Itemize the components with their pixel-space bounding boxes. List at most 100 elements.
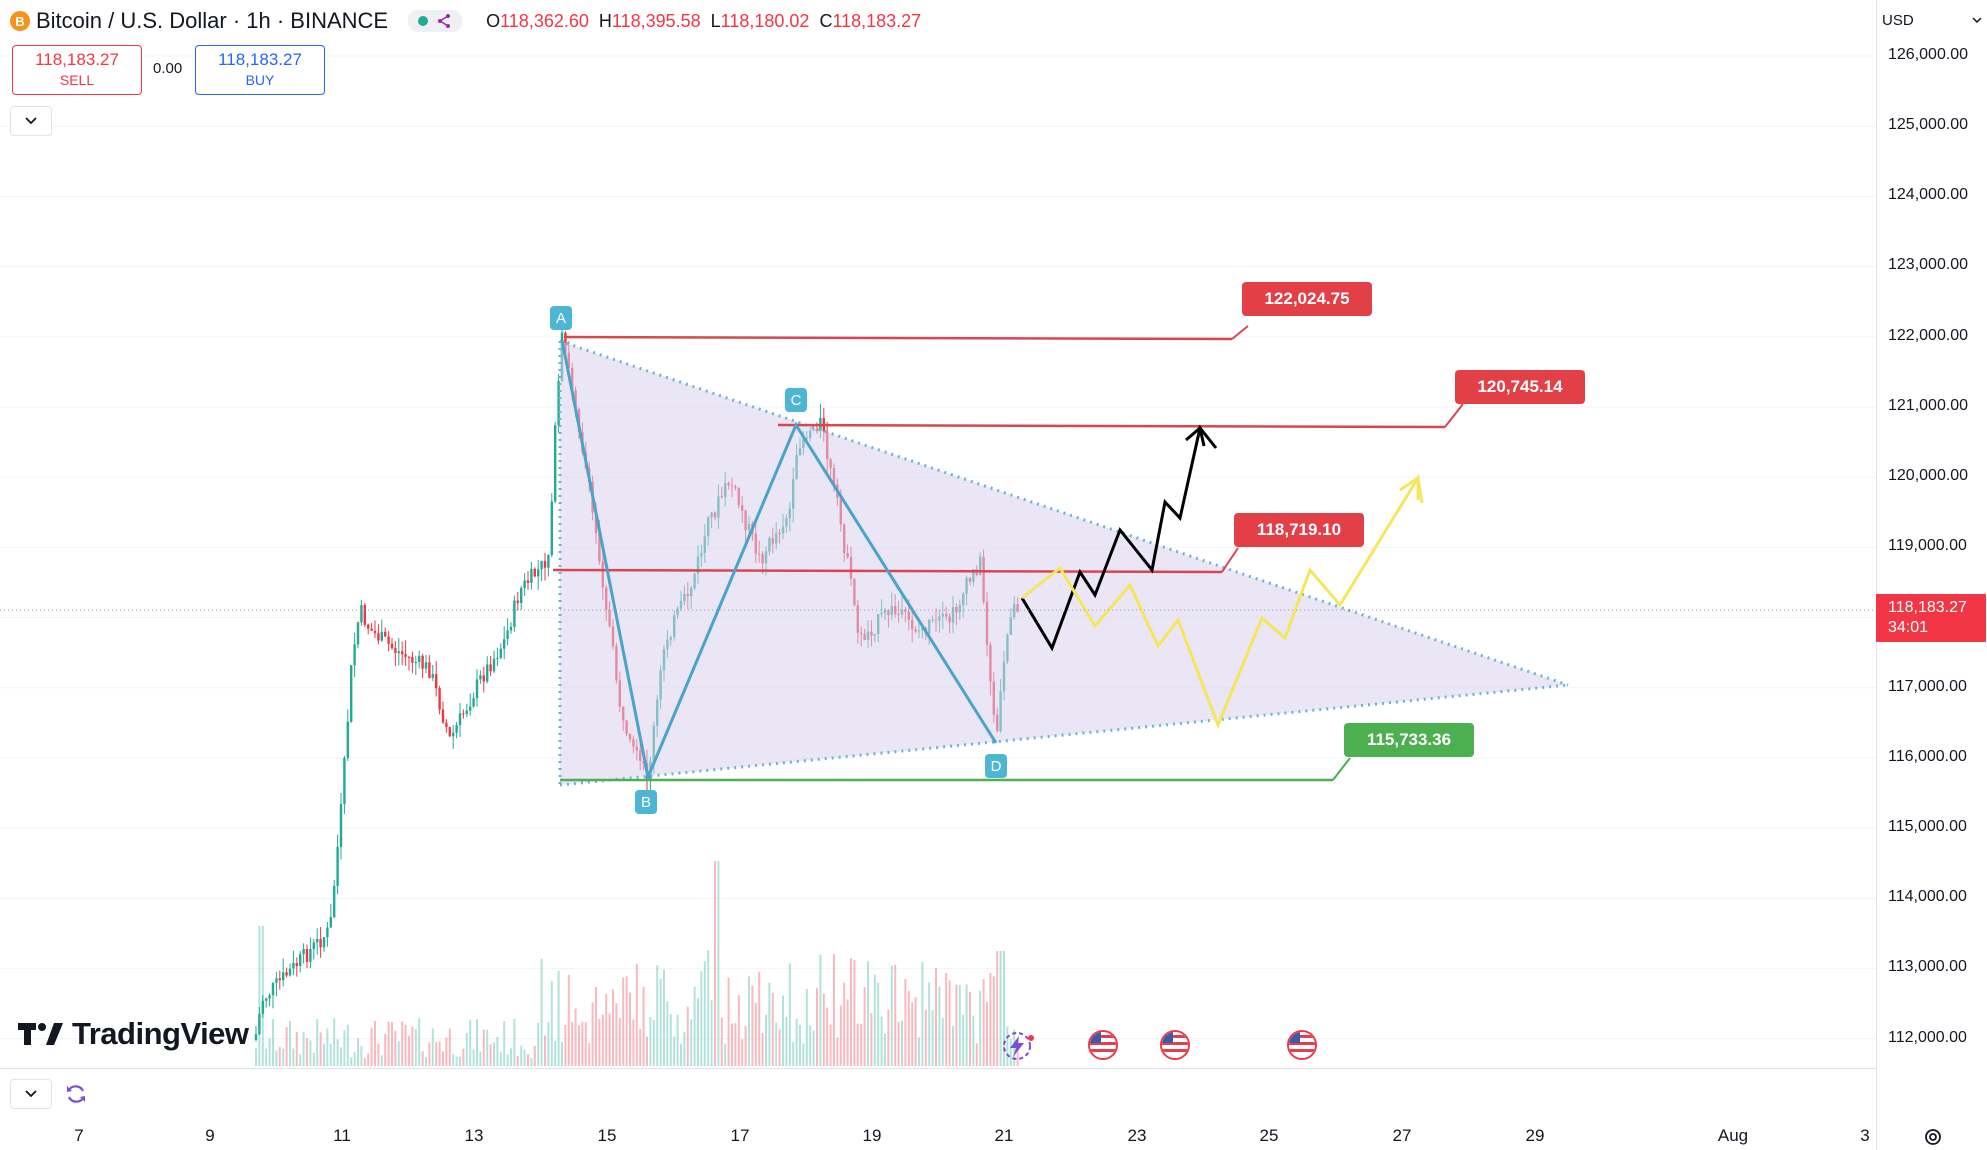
candle-body — [499, 648, 502, 659]
candle-body — [363, 604, 366, 625]
volume-bar — [622, 977, 625, 1066]
volume-bar — [686, 1006, 689, 1066]
panel-collapse-button[interactable] — [10, 1079, 52, 1109]
volume-bar — [1003, 951, 1005, 1066]
buy-label: BUY — [245, 72, 275, 88]
x-tick: 27 — [1392, 1126, 1412, 1145]
volume-bar — [748, 976, 750, 1066]
bitcoin-icon: B — [10, 11, 30, 31]
share-icon[interactable] — [436, 13, 452, 29]
candle-body — [265, 998, 268, 1001]
candle-body — [411, 656, 414, 663]
level-tag-c[interactable]: 118,719.10 — [1234, 513, 1364, 547]
buy-button[interactable]: 118,183.27 BUY — [195, 45, 325, 95]
volume-bar — [788, 963, 791, 1066]
candle-body — [455, 725, 458, 733]
sell-button[interactable]: 118,183.27 SELL — [12, 45, 142, 95]
volume-bar — [1009, 1038, 1012, 1066]
candle-body — [271, 982, 275, 996]
market-status-pill[interactable] — [408, 10, 463, 32]
volume-bar — [578, 1025, 580, 1066]
volume-bar — [323, 1043, 325, 1066]
volume-bar — [285, 1027, 288, 1066]
volume-bar — [258, 926, 261, 1066]
volume-bar — [275, 1050, 278, 1066]
volume-bar — [884, 1033, 886, 1066]
candle-body — [520, 588, 523, 603]
volume-bar — [421, 1051, 424, 1066]
x-tick: 11 — [333, 1126, 351, 1145]
point-label-c[interactable]: C — [785, 388, 807, 412]
volume-bar — [945, 972, 948, 1066]
volume-bar — [914, 997, 917, 1066]
volume-bar — [462, 1048, 465, 1066]
candle-body — [333, 886, 336, 918]
refresh-icon[interactable] — [64, 1082, 88, 1106]
symbol-title[interactable]: Bitcoin / U.S. Dollar · 1h · BINANCE — [36, 8, 389, 33]
x-tick: 17 — [730, 1126, 750, 1145]
volume-bar — [714, 861, 716, 1066]
legend-collapse-button[interactable] — [10, 106, 52, 136]
tradingview-logo[interactable]: TradingView — [18, 1016, 249, 1052]
volume-bar — [496, 1036, 499, 1066]
level-tag-a[interactable]: 122,024.75 — [1242, 282, 1372, 316]
volume-bar — [326, 1028, 329, 1066]
volume-bar — [618, 1017, 621, 1066]
volume-bar — [846, 999, 849, 1066]
volume-bar — [1006, 1026, 1009, 1066]
volume-bar — [265, 1048, 268, 1066]
volume-bar — [642, 986, 645, 1066]
volume-bar — [822, 993, 825, 1066]
candle-body — [557, 380, 560, 426]
volume-bar — [278, 1046, 281, 1066]
volume-bars — [255, 861, 1019, 1066]
point-label-d[interactable]: D — [985, 754, 1007, 778]
candle-body — [258, 1013, 261, 1035]
candle-body — [537, 569, 540, 577]
volume-bar — [758, 971, 761, 1066]
volume-bar — [731, 1023, 733, 1066]
candle-body — [360, 604, 363, 623]
volume-bar — [938, 986, 941, 1066]
candle-body — [353, 644, 356, 666]
triangle-lower-line — [559, 683, 1569, 787]
currency-selector[interactable]: USD — [1882, 6, 1982, 34]
current-price-tag: 118,183.27 34:01 — [1876, 594, 1986, 642]
volume-bar — [924, 1009, 927, 1066]
chevron-down-icon — [25, 1090, 37, 1098]
volume-bar — [567, 974, 570, 1066]
lightning-icon[interactable] — [997, 1030, 1039, 1062]
chart-grid — [0, 55, 1876, 1040]
volume-bar — [595, 987, 597, 1066]
volume-bar — [527, 1054, 529, 1066]
volume-bar — [829, 1024, 832, 1066]
us-flag-icon[interactable] — [1088, 1030, 1118, 1060]
candle-body — [448, 727, 451, 737]
volume-bar — [346, 1024, 349, 1066]
volume-bar — [877, 982, 880, 1066]
volume-bar — [771, 992, 774, 1066]
level-tag-b[interactable]: 120,745.14 — [1455, 370, 1585, 404]
y-tick: 126,000.00 — [1888, 46, 1969, 63]
volume-bar — [629, 992, 631, 1066]
candle-body — [435, 674, 438, 689]
level-tag-d[interactable]: 115,733.36 — [1344, 723, 1474, 757]
volume-bar — [646, 1036, 648, 1066]
volume-bar — [537, 1023, 540, 1066]
volume-bar — [901, 1020, 903, 1066]
volume-bar — [996, 951, 999, 1066]
volume-bar — [418, 1018, 421, 1066]
volume-bar — [656, 965, 659, 1066]
point-label-b[interactable]: B — [635, 790, 657, 814]
point-label-a[interactable]: A — [550, 306, 572, 330]
x-tick: 29 — [1525, 1126, 1545, 1145]
settings-icon[interactable] — [1922, 1126, 1944, 1148]
candle-body — [428, 662, 431, 678]
us-flag-icon[interactable] — [1160, 1030, 1190, 1060]
volume-bar — [588, 1043, 591, 1066]
us-flag-icon[interactable] — [1287, 1030, 1317, 1060]
candle-body — [465, 710, 468, 714]
candle-body — [261, 1000, 264, 1014]
candle-body — [319, 939, 322, 948]
